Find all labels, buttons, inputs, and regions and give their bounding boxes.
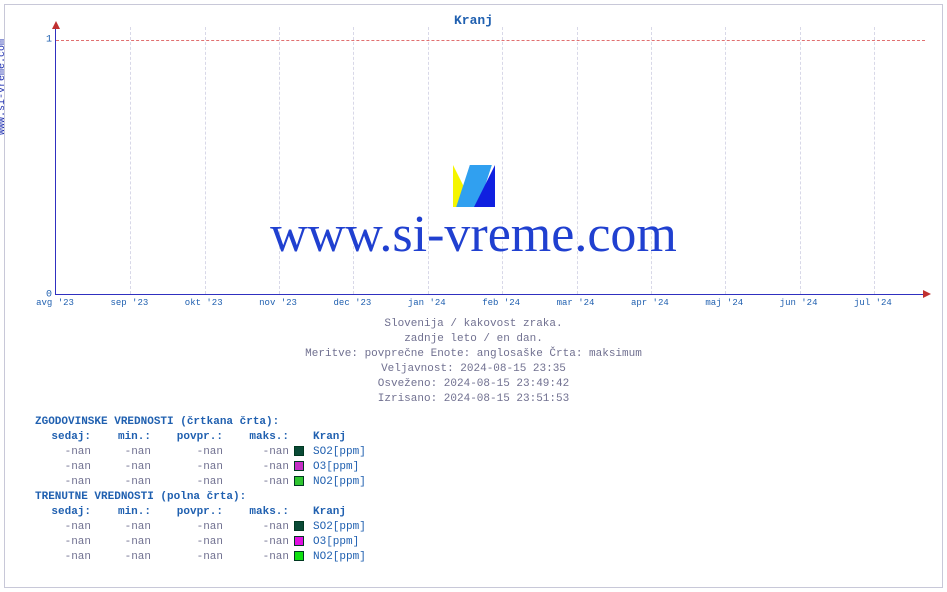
table-cell: -nan: [35, 445, 91, 460]
table-cell: -nan: [151, 460, 223, 475]
chart-plot-area: 01: [55, 27, 925, 295]
series-swatch-icon: [289, 535, 309, 550]
x-tick-label: jun '24: [780, 298, 818, 308]
y-gridline: [56, 40, 925, 41]
chart-title: Kranj: [5, 13, 942, 28]
series-name: NO2[ppm]: [309, 475, 429, 490]
caption-line: Veljavnost: 2024-08-15 23:35: [5, 362, 942, 377]
table-column-header: povpr.:: [151, 505, 223, 520]
table-station-header: Kranj: [309, 505, 429, 520]
table-cell: -nan: [35, 475, 91, 490]
value-tables: ZGODOVINSKE VREDNOSTI (črtkana črta):sed…: [35, 415, 429, 565]
table-cell: -nan: [223, 535, 289, 550]
x-tick-label: sep '23: [110, 298, 148, 308]
x-gridline: [874, 27, 875, 294]
x-gridline: [651, 27, 652, 294]
series-swatch-icon: [289, 445, 309, 460]
table-cell: -nan: [223, 475, 289, 490]
table-cell: -nan: [91, 535, 151, 550]
table-cell: -nan: [35, 535, 91, 550]
series-name: O3[ppm]: [309, 460, 429, 475]
series-swatch-icon: [289, 520, 309, 535]
x-tick-label: avg '23: [36, 298, 74, 308]
table-cell: -nan: [151, 520, 223, 535]
table-station-header: Kranj: [309, 430, 429, 445]
x-tick-label: nov '23: [259, 298, 297, 308]
chart-caption: Slovenija / kakovost zraka.zadnje leto /…: [5, 317, 942, 407]
x-tick-label: apr '24: [631, 298, 669, 308]
table-column-header: min.:: [91, 505, 151, 520]
series-name: SO2[ppm]: [309, 520, 429, 535]
table-column-header: min.:: [91, 430, 151, 445]
table-cell: -nan: [35, 460, 91, 475]
sidebar-site-label: www.si-vreme.com: [0, 39, 8, 135]
x-tick-label: mar '24: [557, 298, 595, 308]
table-header-row: sedaj:min.:povpr.:maks.: Kranj: [35, 430, 429, 445]
series-name: SO2[ppm]: [309, 445, 429, 460]
x-tick-label: jan '24: [408, 298, 446, 308]
table-column-header: povpr.:: [151, 430, 223, 445]
caption-line: Slovenija / kakovost zraka.: [5, 317, 942, 332]
x-gridline: [428, 27, 429, 294]
x-gridline: [205, 27, 206, 294]
table-cell: -nan: [151, 535, 223, 550]
image-frame: www.si-vreme.com Kranj 01 avg '23sep '23…: [4, 4, 943, 588]
x-gridline: [130, 27, 131, 294]
table-row: -nan-nan-nan-nanO3[ppm]: [35, 460, 429, 475]
table-cell: -nan: [223, 550, 289, 565]
table-cell: -nan: [151, 550, 223, 565]
table-cell: -nan: [91, 520, 151, 535]
x-gridline: [577, 27, 578, 294]
table-column-header: maks.:: [223, 430, 289, 445]
x-tick-label: jul '24: [854, 298, 892, 308]
table-cell: -nan: [151, 475, 223, 490]
x-gridline: [353, 27, 354, 294]
table-row: -nan-nan-nan-nanNO2[ppm]: [35, 550, 429, 565]
table-cell: -nan: [91, 550, 151, 565]
table-cell: -nan: [223, 445, 289, 460]
series-swatch-icon: [289, 550, 309, 565]
table-cell: -nan: [35, 520, 91, 535]
x-tick-label: feb '24: [482, 298, 520, 308]
table-cell: -nan: [151, 445, 223, 460]
table-section-title: TRENUTNE VREDNOSTI (polna črta):: [35, 490, 429, 505]
x-gridline: [800, 27, 801, 294]
caption-line: zadnje leto / en dan.: [5, 332, 942, 347]
y-tick-label: 1: [34, 34, 52, 45]
table-header-row: sedaj:min.:povpr.:maks.: Kranj: [35, 505, 429, 520]
series-swatch-icon: [289, 460, 309, 475]
x-gridline: [502, 27, 503, 294]
site-logo-icon: [453, 165, 495, 207]
x-axis-arrow-icon: [923, 290, 931, 298]
table-column-header: maks.:: [223, 505, 289, 520]
x-tick-label: dec '23: [334, 298, 372, 308]
caption-line: Izrisano: 2024-08-15 23:51:53: [5, 392, 942, 407]
table-column-header: sedaj:: [35, 430, 91, 445]
series-swatch-icon: [289, 475, 309, 490]
x-tick-label: okt '23: [185, 298, 223, 308]
table-row: -nan-nan-nan-nanO3[ppm]: [35, 535, 429, 550]
table-row: -nan-nan-nan-nanSO2[ppm]: [35, 520, 429, 535]
table-cell: -nan: [91, 475, 151, 490]
table-column-header: sedaj:: [35, 505, 91, 520]
series-name: O3[ppm]: [309, 535, 429, 550]
x-axis-labels: avg '23sep '23okt '23nov '23dec '23jan '…: [55, 298, 925, 312]
caption-line: Meritve: povprečne Enote: anglosaške Črt…: [5, 347, 942, 362]
caption-line: Osveženo: 2024-08-15 23:49:42: [5, 377, 942, 392]
table-cell: -nan: [223, 460, 289, 475]
series-name: NO2[ppm]: [309, 550, 429, 565]
table-section-title: ZGODOVINSKE VREDNOSTI (črtkana črta):: [35, 415, 429, 430]
table-row: -nan-nan-nan-nanNO2[ppm]: [35, 475, 429, 490]
table-cell: -nan: [91, 445, 151, 460]
x-gridline: [279, 27, 280, 294]
table-row: -nan-nan-nan-nanSO2[ppm]: [35, 445, 429, 460]
x-tick-label: maj '24: [705, 298, 743, 308]
y-axis-arrow-icon: [52, 21, 60, 29]
table-cell: -nan: [91, 460, 151, 475]
x-gridline: [725, 27, 726, 294]
table-cell: -nan: [223, 520, 289, 535]
table-cell: -nan: [35, 550, 91, 565]
